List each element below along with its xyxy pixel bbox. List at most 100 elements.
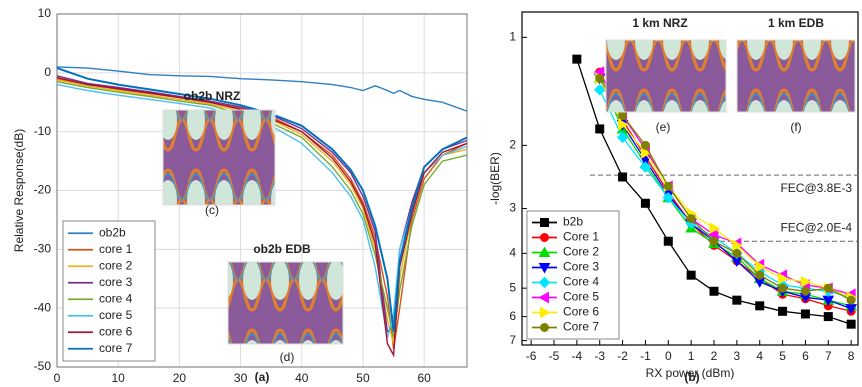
inset-caption: (f) <box>790 120 801 134</box>
x-tick-label: 6 <box>802 349 809 363</box>
x-tick-label: 30 <box>234 371 248 385</box>
y-axis-label: -log(BER) <box>488 152 502 205</box>
threshold-label: FEC@3.8E-3 <box>780 181 852 195</box>
marker <box>596 125 604 133</box>
x-tick-label: 0 <box>665 349 672 363</box>
marker <box>756 302 764 310</box>
x-tick-label: 4 <box>756 349 763 363</box>
marker <box>641 199 649 207</box>
marker <box>541 324 549 332</box>
x-tick-label: 10 <box>112 371 126 385</box>
marker <box>824 313 832 321</box>
x-tick-label: -5 <box>549 349 560 363</box>
legend-label: Core 2 <box>563 245 599 259</box>
eye-diagram <box>163 110 275 205</box>
legend-label: core 5 <box>99 308 133 322</box>
y-tick-label: 7 <box>509 333 516 347</box>
marker <box>573 55 581 63</box>
inset-caption: (c) <box>205 203 219 217</box>
figure: 100-10-20-30-40-500102030405060ob2b NRZ(… <box>0 0 862 387</box>
legend-label: ob2b <box>99 225 126 239</box>
y-tick-label: -40 <box>34 300 52 314</box>
marker <box>541 219 549 227</box>
x-tick-label: -3 <box>594 349 605 363</box>
marker <box>801 287 809 295</box>
marker <box>687 215 695 223</box>
x-tick-label: 60 <box>417 371 431 385</box>
legend-label: core 7 <box>99 341 133 355</box>
marker <box>710 287 718 295</box>
marker <box>779 307 787 315</box>
marker <box>756 271 764 279</box>
x-tick-label: 2 <box>711 349 718 363</box>
x-tick-label: 20 <box>173 371 187 385</box>
inset-title: ob2b NRZ <box>184 89 241 103</box>
marker <box>733 249 741 257</box>
legend-label: core 1 <box>99 242 133 256</box>
eye-diagram <box>737 40 855 112</box>
legend-label: b2b <box>563 215 583 229</box>
legend-label: Core 1 <box>563 230 599 244</box>
x-tick-label: 0 <box>54 371 61 385</box>
marker <box>733 296 741 304</box>
marker <box>596 74 604 82</box>
y-tick-label: 0 <box>44 65 51 79</box>
legend-label: Core 5 <box>563 290 599 304</box>
inset-caption: (e) <box>656 120 671 134</box>
inset-title: 1 km EDB <box>768 16 824 30</box>
x-tick-label: 40 <box>295 371 309 385</box>
x-tick-label: 8 <box>848 349 855 363</box>
x-tick-label: -6 <box>526 349 537 363</box>
y-tick-label: 5 <box>509 280 516 294</box>
panel-label: (a) <box>255 370 270 384</box>
marker <box>687 271 695 279</box>
threshold-label: FEC@2.0E-4 <box>780 220 852 234</box>
x-tick-label: 1 <box>688 349 695 363</box>
x-tick-label: -1 <box>640 349 651 363</box>
y-tick-label: -30 <box>34 242 52 256</box>
marker <box>824 284 832 292</box>
legend-label: Core 7 <box>563 320 599 334</box>
legend-label: core 3 <box>99 275 133 289</box>
marker <box>847 296 855 304</box>
marker <box>847 320 855 328</box>
y-tick-label: -50 <box>34 359 52 373</box>
y-axis-label: Relative Response(dB) <box>12 129 26 252</box>
legend: b2bCore 1Core 2Core 3Core 4Core 5Core 6C… <box>527 211 619 339</box>
marker <box>541 234 549 242</box>
inset-title: 1 km NRZ <box>632 16 687 30</box>
inset-caption: (d) <box>280 350 295 364</box>
y-tick-label: 1 <box>509 30 516 44</box>
marker <box>664 182 672 190</box>
x-tick-label: 3 <box>734 349 741 363</box>
y-tick-label: 4 <box>509 246 516 260</box>
legend-label: core 2 <box>99 258 133 272</box>
x-tick-label: 50 <box>356 371 370 385</box>
y-tick-label: 6 <box>509 309 516 323</box>
y-tick-label: -10 <box>34 124 52 138</box>
panel-label: (b) <box>684 370 699 384</box>
x-tick-label: 5 <box>779 349 786 363</box>
inset-title: ob2b EDB <box>253 242 311 256</box>
eye-diagram <box>606 40 726 112</box>
legend: ob2b core 1 core 2 core 3 core 4 core 5 core 6… <box>63 221 155 361</box>
legend-label: core 6 <box>99 324 133 338</box>
legend-label: Core 3 <box>563 260 599 274</box>
x-tick-label: 7 <box>825 349 832 363</box>
y-tick-label: 10 <box>38 6 52 20</box>
y-tick-label: 3 <box>509 201 516 215</box>
legend-label: core 4 <box>99 291 133 305</box>
legend-label: Core 6 <box>563 305 599 319</box>
y-tick-label: 2 <box>509 138 516 152</box>
x-tick-label: -2 <box>617 349 628 363</box>
x-tick-label: -4 <box>572 349 583 363</box>
marker <box>664 237 672 245</box>
marker <box>801 310 809 318</box>
marker <box>779 284 787 292</box>
y-tick-label: -20 <box>34 183 52 197</box>
page: {"chart_data": [ {"type": "line", "panel… <box>0 0 862 387</box>
marker <box>619 173 627 181</box>
eye-diagram <box>228 262 343 344</box>
marker <box>619 111 627 119</box>
marker <box>710 237 718 245</box>
